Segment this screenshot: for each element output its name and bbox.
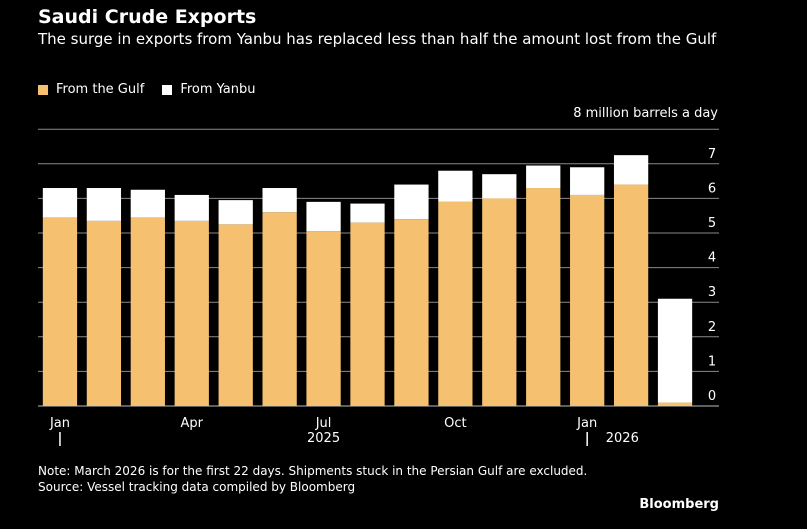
bar-yanbu-9 [438, 170, 473, 202]
footnote-note: Note: March 2026 is for the first 22 day… [38, 464, 588, 478]
bar-gulf-9 [438, 201, 473, 406]
y-tick-label: 5 [708, 216, 716, 231]
x-tick-label: Apr [181, 416, 204, 431]
bar-yanbu-2 [130, 189, 165, 218]
bloomberg-logo: Bloomberg [639, 497, 719, 512]
bar-yanbu-0 [42, 188, 78, 218]
bar-gulf-2 [130, 217, 165, 406]
y-tick-label: 4 [708, 251, 716, 266]
y-tick-label: 2 [708, 320, 716, 335]
y-tick-label: 7 [708, 147, 716, 162]
bar-yanbu-13 [613, 155, 649, 185]
chart-subtitle: The surge in exports from Yanbu has repl… [38, 30, 717, 48]
bar-gulf-11 [526, 188, 561, 406]
bar-yanbu-7 [350, 203, 385, 223]
y-tick-label: 1 [708, 354, 716, 369]
bar-gulf-3 [174, 220, 209, 406]
y-tick-label: 0 [708, 389, 716, 404]
bar-gulf-4 [218, 224, 253, 406]
legend-label-gulf: From the Gulf [56, 82, 145, 97]
bar-yanbu-14 [657, 298, 693, 403]
legend-item-gulf: From the Gulf [38, 82, 144, 97]
bar-yanbu-4 [218, 200, 253, 225]
y-tick-label: 6 [708, 181, 716, 196]
bar-yanbu-1 [86, 188, 122, 221]
bar-yanbu-12 [570, 167, 605, 195]
bar-yanbu-11 [526, 165, 561, 189]
bar-yanbu-10 [482, 174, 517, 199]
x-tick-label: Jan [49, 416, 70, 431]
bar-gulf-10 [482, 198, 517, 406]
year-label: 2025 [307, 431, 340, 446]
bar-yanbu-3 [174, 194, 209, 221]
bar-gulf-6 [306, 231, 341, 406]
bar-gulf-13 [613, 184, 649, 406]
legend-label-yanbu: From Yanbu [180, 82, 256, 97]
legend-swatch-yanbu [162, 84, 173, 95]
y-axis-unit-label: 8 million barrels a day [573, 106, 718, 121]
x-tick-label: Jul [315, 416, 332, 431]
bar-gulf-7 [350, 222, 385, 406]
x-tick-label: Oct [444, 416, 466, 431]
legend-swatch-gulf [38, 84, 48, 95]
year-label: 2026 [606, 431, 639, 446]
bar-gulf-0 [42, 217, 78, 406]
legend: From the Gulf From Yanbu [38, 82, 256, 97]
legend-item-yanbu: From Yanbu [162, 82, 256, 97]
footnote: Note: March 2026 is for the first 22 day… [38, 463, 587, 495]
bar-yanbu-8 [394, 184, 429, 220]
bar-gulf-8 [394, 219, 429, 406]
bar-gulf-5 [262, 212, 297, 406]
x-tick-label: Jan [576, 416, 597, 431]
bar-yanbu-6 [306, 201, 341, 232]
y-tick-label: 3 [708, 285, 716, 300]
chart-title: Saudi Crude Exports [38, 6, 257, 28]
bar-yanbu-5 [262, 188, 297, 213]
footnote-source: Source: Vessel tracking data compiled by… [38, 480, 356, 494]
bar-gulf-12 [570, 194, 605, 406]
bar-gulf-14 [657, 402, 693, 406]
bar-gulf-1 [86, 220, 122, 406]
